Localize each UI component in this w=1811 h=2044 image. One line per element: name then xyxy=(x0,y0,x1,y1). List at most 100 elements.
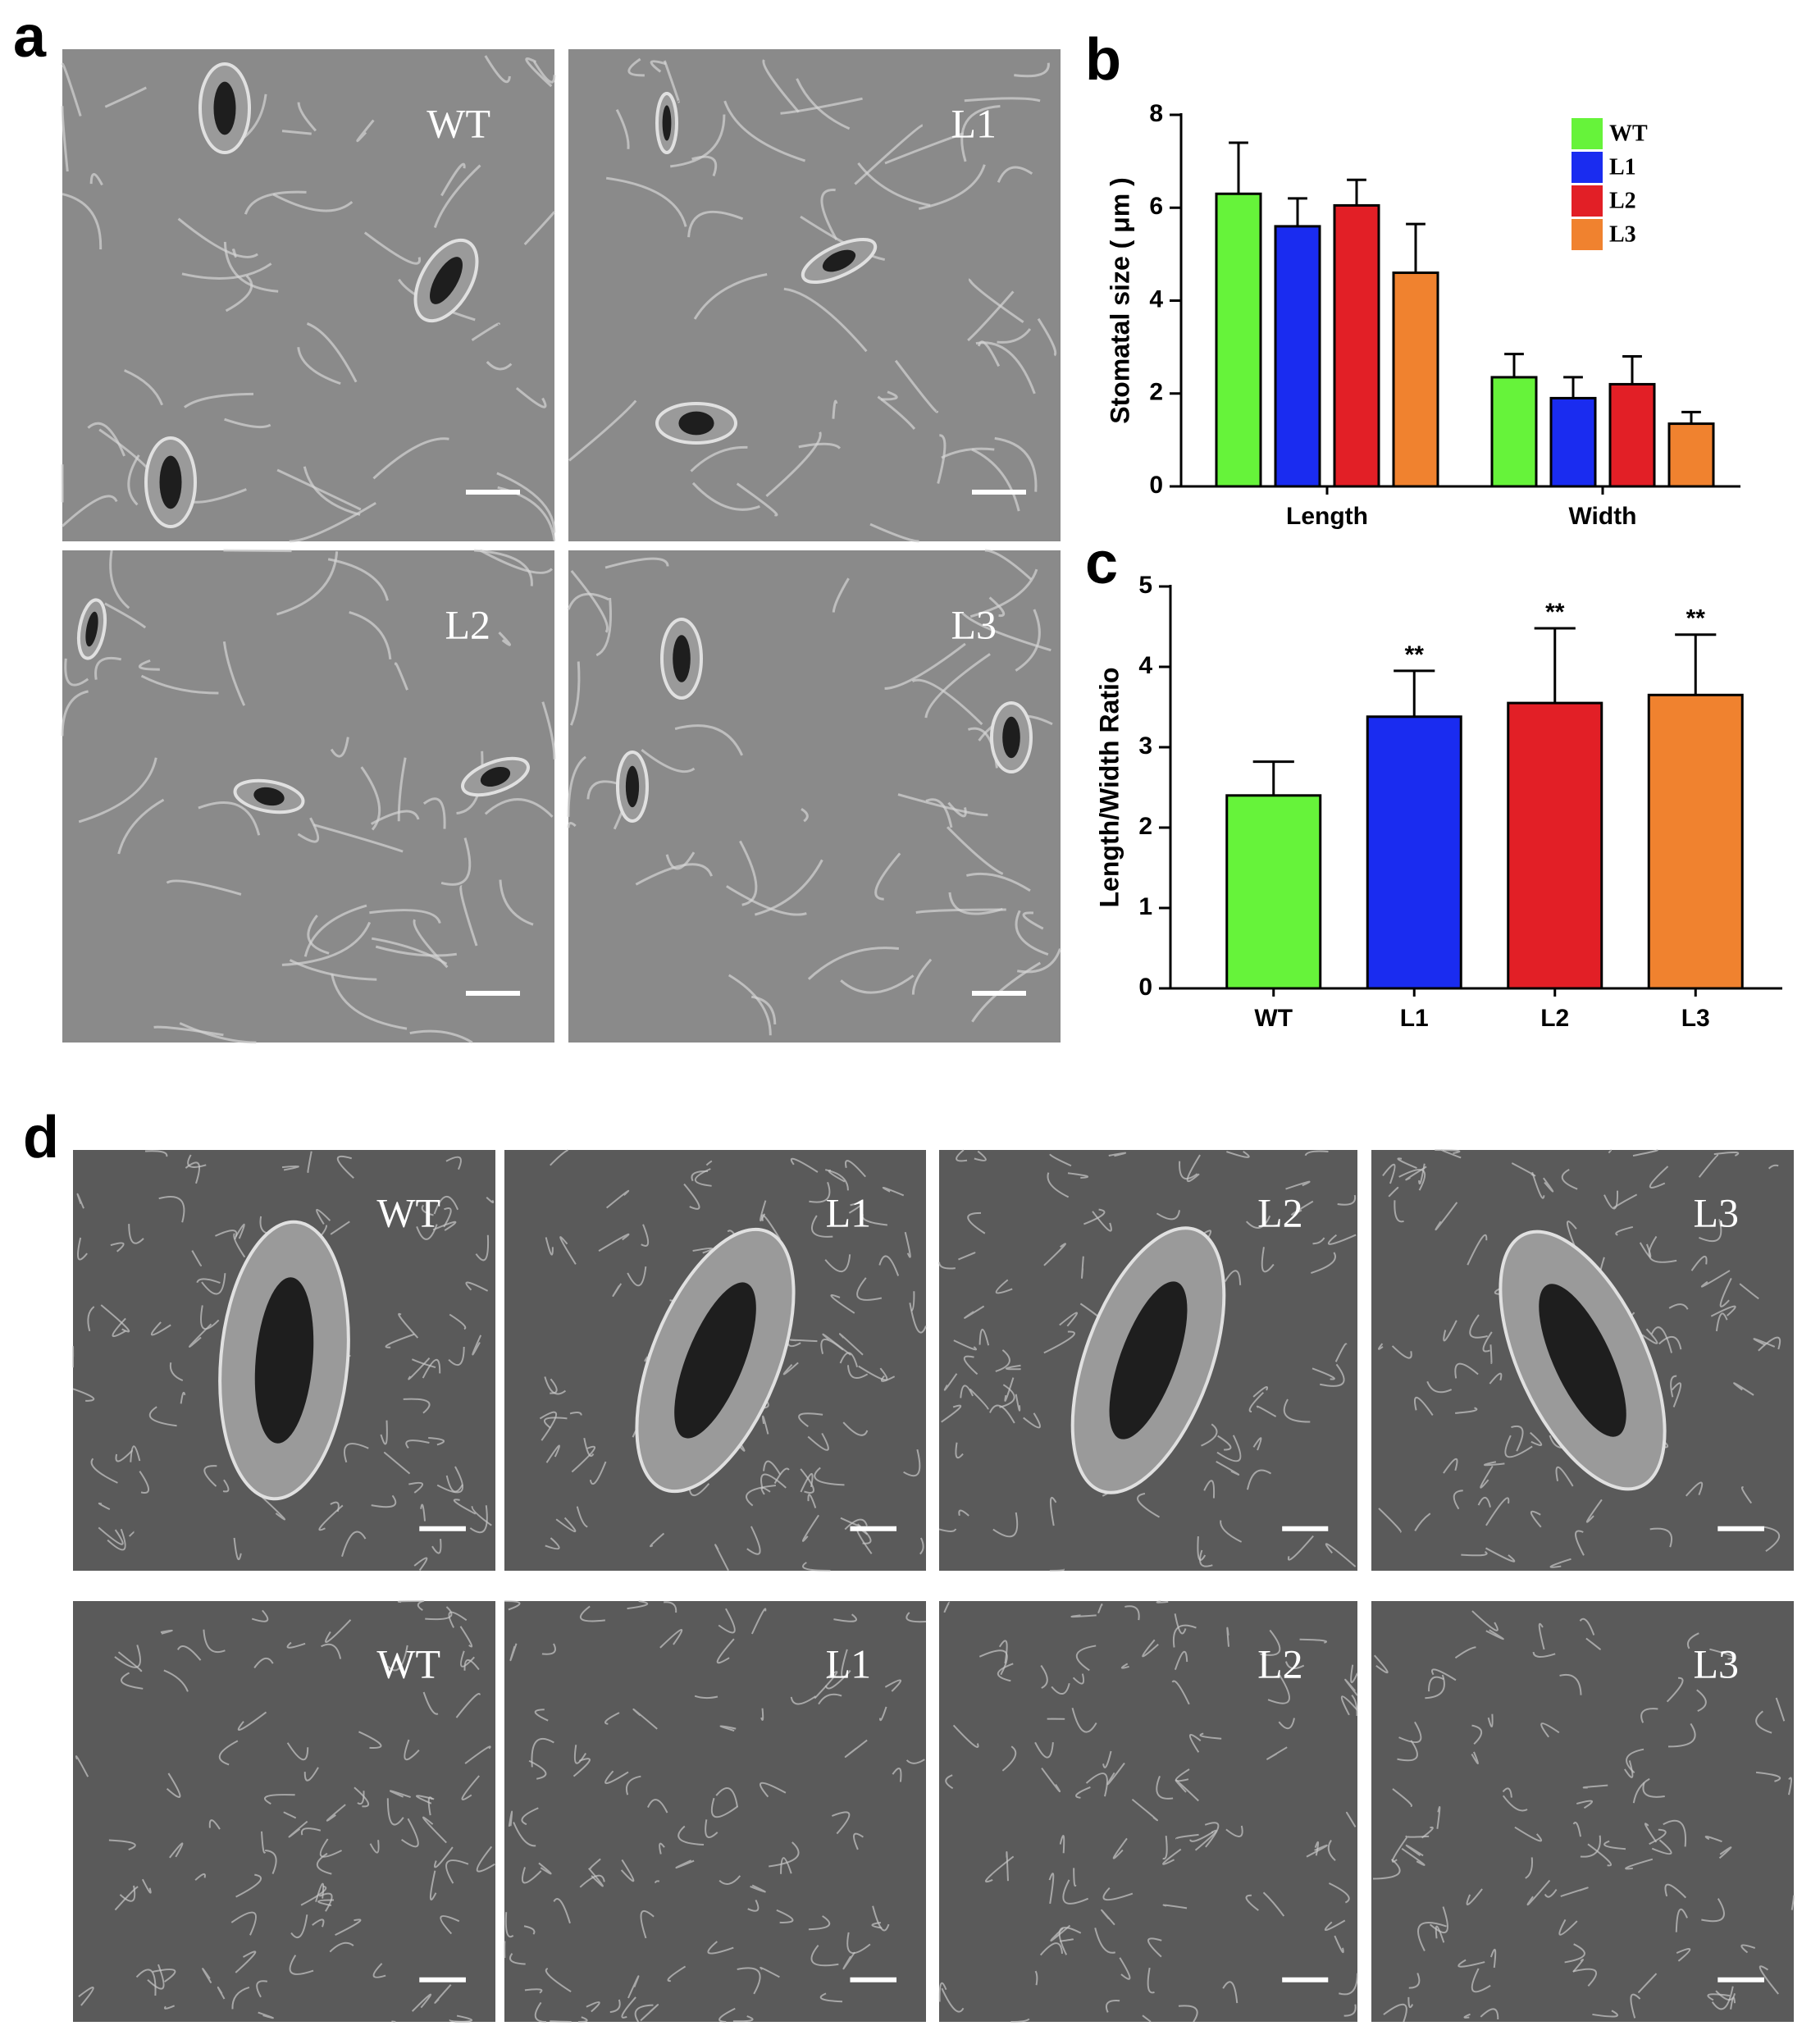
texture xyxy=(1579,1617,1595,1636)
y-tick-label: 4 xyxy=(1138,652,1152,679)
texture xyxy=(1124,1605,1140,1621)
texture xyxy=(1397,1157,1417,1170)
texture xyxy=(543,1417,568,1429)
micrograph: L2 xyxy=(938,1149,1357,1572)
texture xyxy=(1083,1208,1106,1225)
texture xyxy=(158,1195,185,1223)
x-tick-label: L1 xyxy=(1400,1005,1429,1032)
texture xyxy=(1429,1906,1448,1934)
texture xyxy=(872,1905,890,1932)
texture xyxy=(1137,1492,1161,1518)
texture xyxy=(1378,1508,1402,1533)
texture xyxy=(1199,1732,1222,1740)
texture xyxy=(819,1992,843,2003)
texture xyxy=(822,1333,851,1356)
texture xyxy=(1663,1819,1687,1847)
texture xyxy=(89,173,103,186)
texture xyxy=(1630,1993,1641,2019)
texture xyxy=(394,662,408,691)
texture xyxy=(705,1819,718,1838)
texture xyxy=(476,1846,495,1873)
texture xyxy=(844,1739,868,1758)
texture xyxy=(184,392,254,408)
texture xyxy=(513,1822,536,1847)
texture xyxy=(360,766,381,831)
texture xyxy=(504,1600,521,1611)
texture xyxy=(120,1672,144,1690)
texture xyxy=(431,1539,442,1554)
texture xyxy=(327,558,389,601)
texture xyxy=(589,1858,601,1869)
texture xyxy=(693,273,768,320)
texture xyxy=(1186,1154,1201,1183)
texture xyxy=(141,1878,152,1894)
texture xyxy=(1730,1996,1736,2010)
image-label: WT xyxy=(427,100,490,146)
texture xyxy=(627,57,645,77)
texture xyxy=(1686,1632,1699,1649)
x-tick-label: L3 xyxy=(1681,1005,1710,1032)
texture xyxy=(670,114,726,168)
texture xyxy=(857,162,931,207)
texture xyxy=(1102,1887,1134,1901)
texture xyxy=(264,1794,295,1805)
micrograph: L2 xyxy=(61,549,556,1044)
texture xyxy=(1530,1431,1543,1446)
y-tick-label: 1 xyxy=(1138,893,1152,920)
texture xyxy=(640,2004,659,2022)
texture xyxy=(289,501,376,543)
texture xyxy=(961,612,1051,652)
micrograph: L3 xyxy=(1371,1149,1794,1571)
texture xyxy=(808,1915,831,1931)
legend-swatch xyxy=(1572,219,1603,250)
texture xyxy=(892,1767,902,1782)
texture xyxy=(1351,1694,1358,1717)
texture xyxy=(915,908,1006,915)
texture xyxy=(818,1693,842,1705)
texture xyxy=(650,1532,665,1548)
texture xyxy=(432,1220,457,1231)
texture xyxy=(1514,1826,1542,1842)
texture xyxy=(925,798,953,828)
texture xyxy=(1245,1894,1259,1911)
texture xyxy=(612,1283,623,1298)
texture xyxy=(433,164,481,228)
texture xyxy=(1203,1480,1216,1499)
texture xyxy=(196,1278,221,1284)
texture xyxy=(189,1323,212,1348)
texture xyxy=(372,1963,386,1978)
texture xyxy=(1425,1674,1445,1700)
texture xyxy=(316,1852,332,1875)
texture xyxy=(1199,1549,1213,1567)
texture xyxy=(718,1875,741,1885)
texture xyxy=(1561,1168,1578,1190)
texture xyxy=(555,1517,577,1533)
texture xyxy=(750,1608,767,1635)
texture xyxy=(114,1886,139,1911)
y-tick-label: 8 xyxy=(1149,100,1163,127)
texture xyxy=(1698,1153,1719,1178)
texture xyxy=(718,2007,736,2023)
texture xyxy=(1480,2008,1499,2019)
texture xyxy=(1511,1425,1524,1452)
texture xyxy=(1010,2018,1030,2023)
texture xyxy=(861,1213,888,1226)
texture xyxy=(515,386,547,408)
texture xyxy=(1670,1375,1677,1398)
texture xyxy=(1194,1829,1217,1851)
texture xyxy=(739,840,758,906)
texture xyxy=(858,1365,888,1381)
texture xyxy=(1345,1811,1357,1827)
texture xyxy=(1226,1150,1250,1158)
texture xyxy=(1350,1664,1358,1683)
texture xyxy=(76,1193,84,1209)
texture xyxy=(1291,1200,1314,1216)
texture xyxy=(1306,1844,1328,1858)
texture xyxy=(318,1892,333,1912)
texture xyxy=(253,1657,274,1669)
stoma-pore xyxy=(625,765,640,808)
texture xyxy=(964,1305,985,1319)
texture xyxy=(1343,2004,1357,2017)
texture xyxy=(1328,1882,1350,1904)
texture xyxy=(1417,1922,1447,1951)
